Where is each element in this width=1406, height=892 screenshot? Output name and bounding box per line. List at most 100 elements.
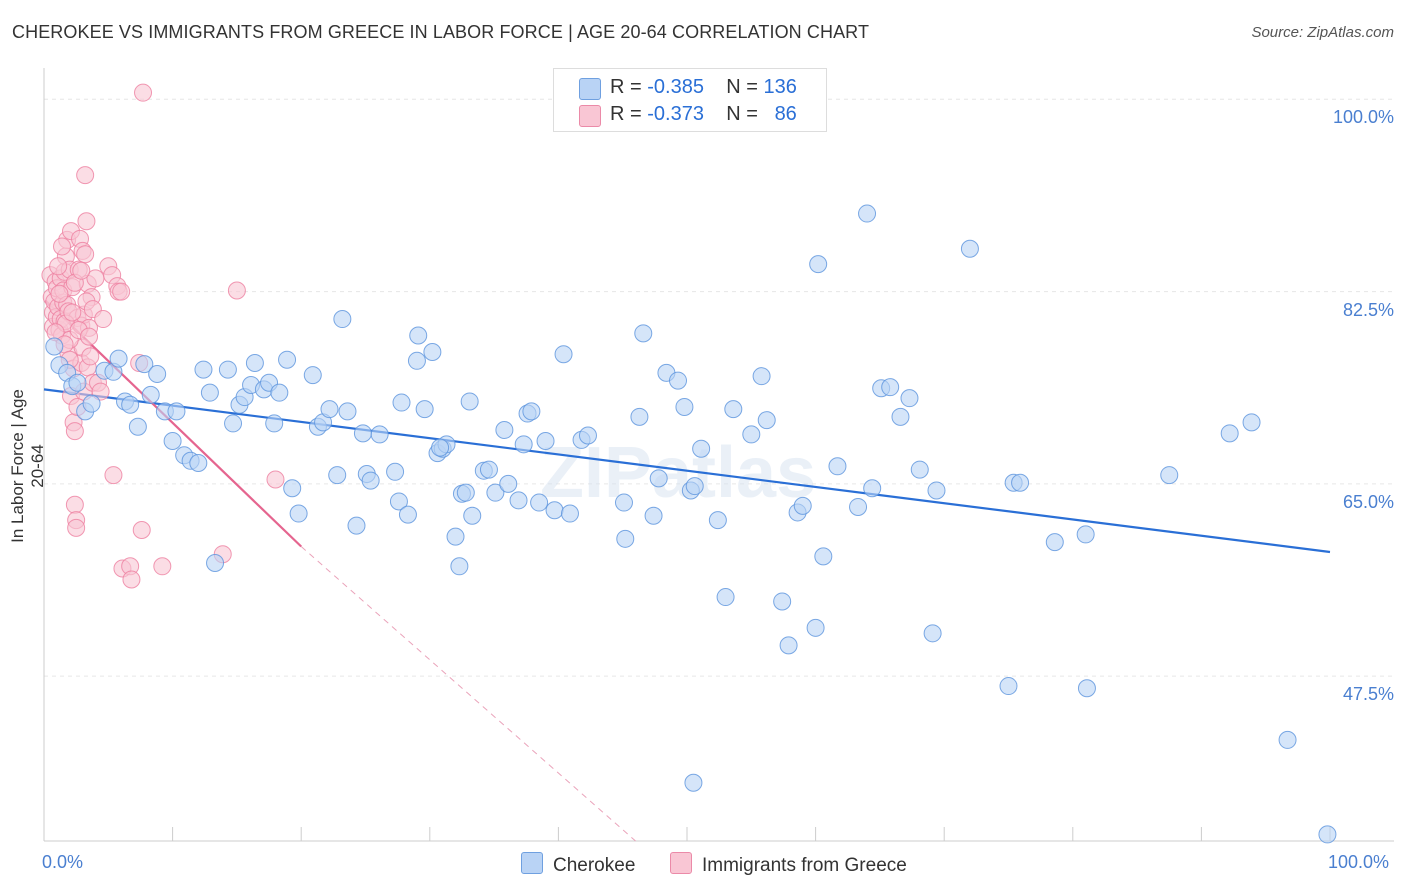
point-cherokee — [514, 435, 533, 454]
point-greece — [53, 237, 72, 256]
point-cherokee — [224, 414, 243, 433]
point-cherokee — [245, 354, 264, 373]
legend-item-cherokee[interactable]: Cherokee — [521, 852, 635, 877]
trend-line-greece-extension — [300, 546, 636, 842]
n-value-cherokee: 136 — [763, 76, 797, 98]
point-cherokee — [347, 516, 366, 535]
point-cherokee — [353, 424, 372, 443]
stats-swatch-cherokee — [579, 78, 601, 100]
point-cherokee — [644, 506, 663, 525]
point-cherokee — [479, 460, 498, 479]
point-cherokee — [692, 439, 711, 458]
point-cherokee — [649, 469, 668, 488]
point-cherokee — [724, 400, 743, 419]
point-greece — [132, 521, 151, 540]
point-cherokee — [320, 400, 339, 419]
stats-swatch-greece — [579, 105, 601, 127]
y-tick-label: 47.5% — [1342, 684, 1394, 705]
r-value-cherokee: -0.385 — [647, 76, 704, 98]
n-value-greece: 86 — [774, 103, 797, 125]
point-cherokee — [560, 504, 579, 523]
stats-row-greece: R = -0.373 N = 86 — [554, 101, 826, 129]
point-cherokee — [446, 527, 465, 546]
point-cherokee — [757, 411, 776, 430]
legend: Cherokee Immigrants from Greece — [0, 852, 1406, 878]
point-cherokee — [814, 547, 833, 566]
point-cherokee — [289, 504, 308, 523]
point-cherokee — [270, 383, 289, 402]
point-cherokee — [68, 373, 87, 392]
point-greece — [72, 261, 91, 280]
point-cherokee — [522, 402, 541, 421]
point-greece — [80, 327, 99, 346]
point-greece — [76, 166, 95, 185]
point-cherokee — [716, 588, 735, 607]
point-cherokee — [1045, 533, 1064, 552]
point-cherokee — [616, 529, 635, 548]
point-cherokee — [486, 483, 505, 502]
point-cherokee — [675, 397, 694, 416]
point-cherokee — [999, 677, 1018, 696]
point-cherokee — [742, 425, 761, 444]
point-cherokee — [793, 496, 812, 515]
point-cherokee — [370, 425, 389, 444]
point-greece — [65, 422, 84, 441]
legend-label-greece: Immigrants from Greece — [702, 855, 907, 876]
point-cherokee — [389, 492, 408, 511]
point-cherokee — [910, 460, 929, 479]
point-cherokee — [423, 343, 442, 362]
point-greece — [104, 466, 123, 485]
point-cherokee — [708, 511, 727, 530]
point-greece — [266, 470, 285, 489]
point-greece — [122, 570, 141, 589]
point-cherokee — [338, 402, 357, 421]
stats-row-cherokee: R = -0.385 N = 136 — [554, 74, 826, 102]
point-cherokee — [386, 462, 405, 481]
point-cherokee — [1242, 413, 1261, 432]
point-cherokee — [806, 618, 825, 637]
point-cherokee — [891, 407, 910, 426]
point-cherokee — [499, 474, 518, 493]
point-cherokee — [82, 394, 101, 413]
point-cherokee — [407, 351, 426, 370]
point-cherokee — [333, 310, 352, 329]
y-tick-label: 65.0% — [1342, 491, 1394, 512]
point-cherokee — [495, 421, 514, 440]
point-greece — [65, 495, 84, 514]
series-greece-points — [41, 83, 285, 589]
n-label: N = — [726, 76, 758, 98]
point-cherokee — [849, 497, 868, 516]
point-greece — [67, 518, 86, 537]
y-axis-title: In Labor Force | Age 20-64 — [8, 389, 47, 543]
point-greece — [91, 382, 110, 401]
legend-swatch-cherokee — [521, 852, 543, 874]
point-cherokee — [684, 773, 703, 792]
legend-item-greece[interactable]: Immigrants from Greece — [670, 852, 907, 877]
point-cherokee — [828, 457, 847, 476]
stats-box: R = -0.385 N = 136 R = -0.373 N = 86 — [553, 68, 827, 132]
axes — [43, 68, 1394, 842]
point-cherokee — [167, 402, 186, 421]
trend-lines — [43, 299, 1331, 842]
point-cherokee — [460, 392, 479, 411]
point-cherokee — [881, 378, 900, 397]
point-cherokee — [415, 400, 434, 419]
point-cherokee — [121, 395, 140, 414]
point-cherokee — [135, 355, 154, 374]
point-cherokee — [1318, 825, 1337, 844]
point-cherokee — [1076, 525, 1095, 544]
legend-label-cherokee: Cherokee — [553, 855, 636, 876]
point-cherokee — [463, 506, 482, 525]
point-cherokee — [960, 239, 979, 258]
point-cherokee — [779, 636, 798, 655]
point-cherokee — [361, 471, 380, 490]
point-cherokee — [189, 453, 208, 472]
point-cherokee — [206, 553, 225, 572]
x-tick-label-min: 0.0% — [42, 852, 84, 872]
r-label: R = — [610, 76, 642, 98]
point-cherokee — [148, 364, 167, 383]
point-cherokee — [392, 393, 411, 412]
point-cherokee — [530, 493, 549, 512]
point-cherokee — [45, 337, 64, 356]
point-cherokee — [265, 414, 284, 433]
